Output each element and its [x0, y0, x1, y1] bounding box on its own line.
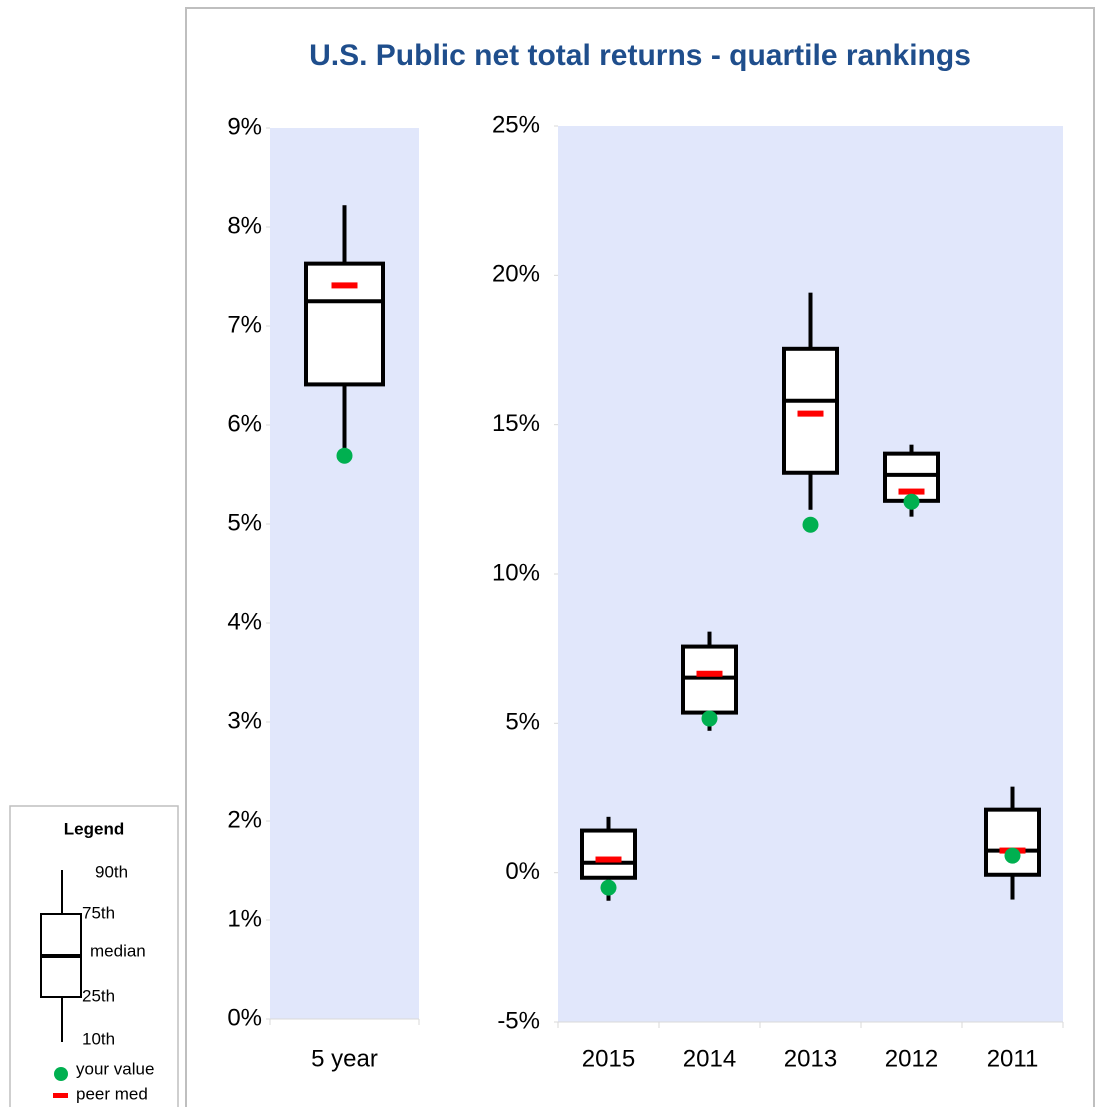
box [580, 828, 637, 880]
y-tick-label: 10% [492, 559, 540, 586]
x-tick-label: 5 year [311, 1045, 378, 1072]
legend-frame [9, 805, 179, 1107]
y-tick-label: 5% [505, 709, 540, 736]
y-tick-label: 4% [227, 608, 262, 635]
y-tick-label: 9% [227, 113, 262, 140]
legend-title: Legend [64, 819, 124, 838]
peer-median [696, 670, 723, 677]
legend-label: median [90, 941, 146, 960]
y-tick-label: 0% [505, 858, 540, 885]
y-tick-label: -5% [497, 1007, 540, 1034]
y-tick-label: 25% [492, 111, 540, 138]
y-tick-label: 7% [227, 311, 262, 338]
y-tick-label: 5% [227, 509, 262, 536]
legend-label: 25th [82, 986, 115, 1005]
plot-area [558, 126, 1063, 1022]
x-tick-label: 2015 [582, 1045, 635, 1072]
y-tick-label: 3% [227, 707, 262, 734]
your-value [336, 447, 353, 464]
your-value [1004, 847, 1021, 864]
peer-median [797, 410, 824, 417]
box [304, 261, 385, 387]
legend-label: 10th [82, 1029, 115, 1048]
x-tick-label: 2011 [987, 1045, 1039, 1072]
your-value [903, 493, 920, 510]
legend [40, 870, 82, 1098]
your-value [701, 710, 718, 727]
y-tick-label: 15% [492, 410, 540, 437]
y-tick-label: 2% [227, 806, 262, 833]
your-value [802, 516, 819, 533]
legend-label: your value [76, 1059, 154, 1078]
legend-label: 90th [95, 862, 128, 881]
peer-median [331, 282, 358, 289]
legend-label: peer med [76, 1084, 148, 1103]
legend-dash [53, 1093, 68, 1098]
peer-median [595, 856, 622, 863]
box [984, 807, 1041, 877]
your-value [600, 879, 617, 896]
y-tick-label: 1% [227, 905, 262, 932]
y-tick-label: 0% [227, 1004, 262, 1031]
chart-title: U.S. Public net total returns - quartile… [309, 39, 971, 72]
x-tick-label: 2013 [784, 1045, 837, 1072]
legend-dot [54, 1067, 68, 1081]
x-tick-label: 2014 [683, 1045, 736, 1072]
y-tick-label: 6% [227, 410, 262, 437]
y-tick-label: 20% [492, 261, 540, 288]
legend-label: 75th [82, 903, 115, 922]
peer-median [898, 488, 925, 495]
y-tick-label: 8% [227, 212, 262, 239]
x-tick-label: 2012 [885, 1045, 938, 1072]
